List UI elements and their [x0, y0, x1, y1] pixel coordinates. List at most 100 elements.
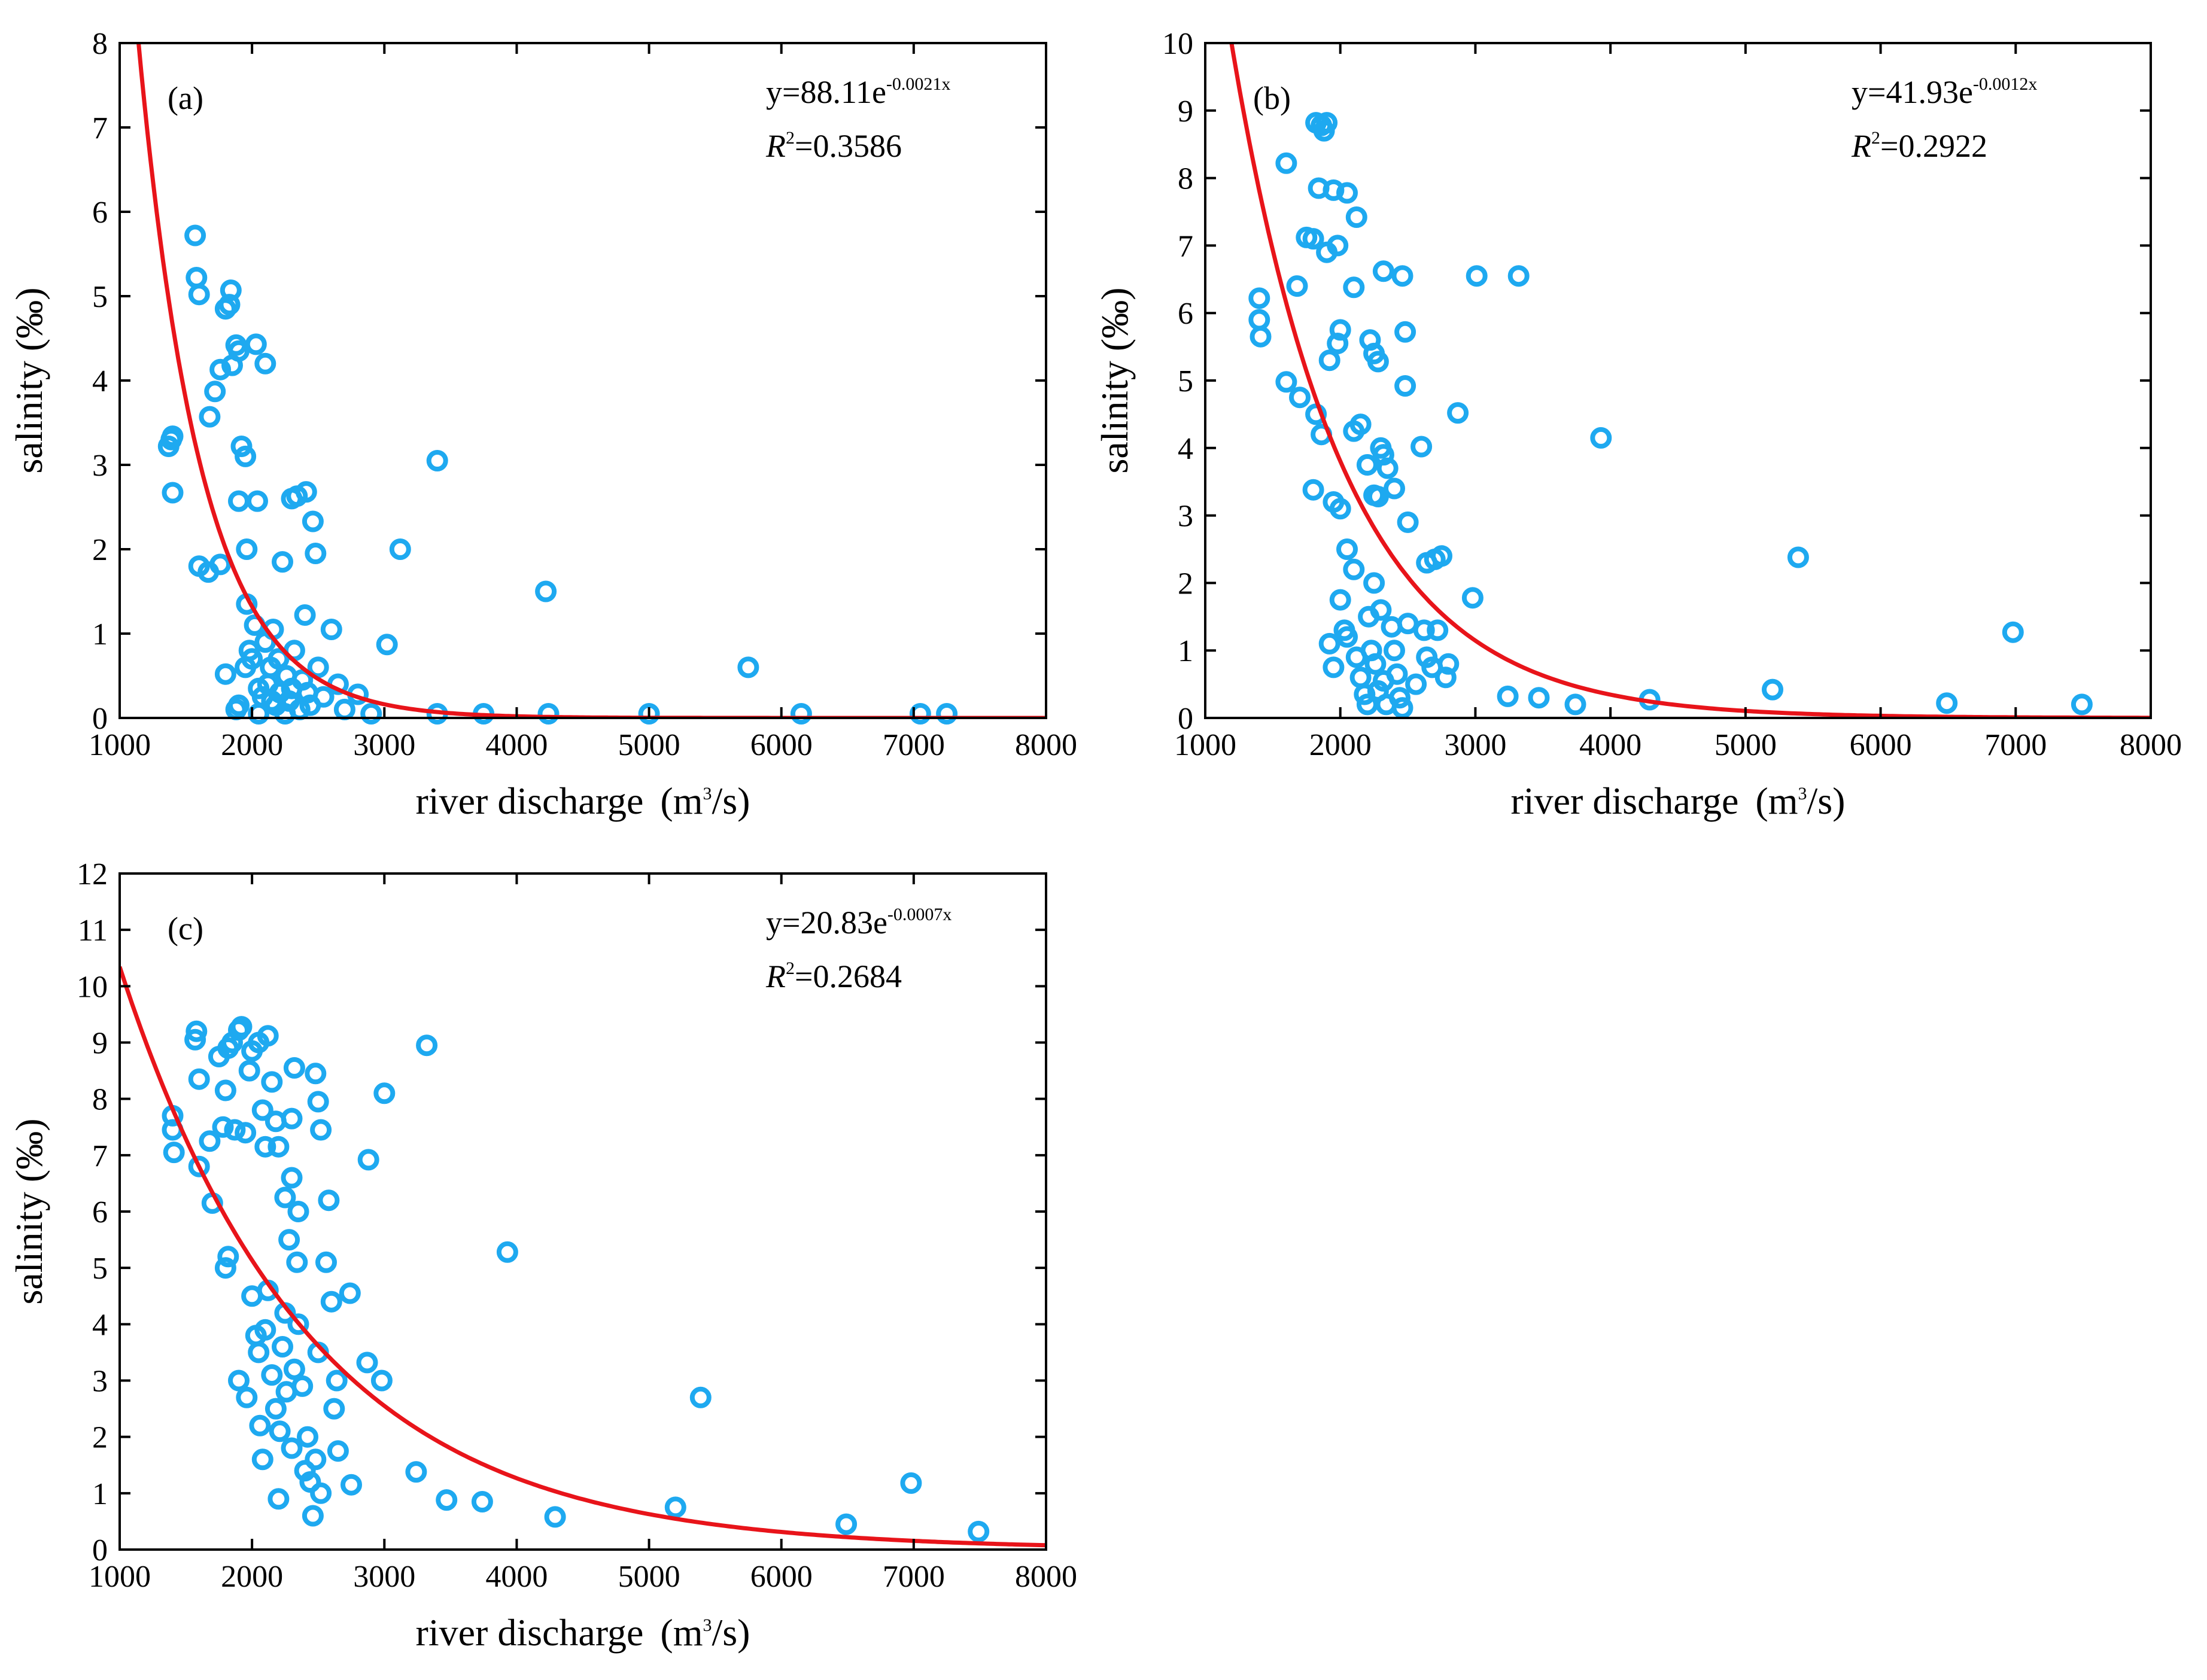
data-point — [310, 1119, 332, 1141]
y-tick-label: 4 — [92, 1308, 108, 1342]
data-point — [737, 656, 759, 678]
data-point — [236, 538, 258, 560]
r-value-a: =0.3586 — [795, 128, 902, 164]
data-point — [254, 1319, 276, 1341]
y-tick-label: 1 — [92, 617, 108, 652]
r-squared-c: R2=0.2684 — [765, 958, 902, 994]
data-point — [389, 538, 411, 560]
data-point — [305, 1448, 327, 1471]
x-axis-label-text-c: river discharge — [416, 1611, 644, 1654]
data-point — [1302, 479, 1324, 501]
data-point — [281, 1437, 303, 1459]
data-point — [297, 1426, 318, 1448]
data-point — [310, 1482, 332, 1504]
x-unit-close-c: ) — [737, 1611, 750, 1654]
x-tick-label: 5000 — [1714, 728, 1777, 762]
panel-b: 1000 2000 3000 4000 5000 6000 7000 8000 0 1 2 3 4 5 6 7… — [1093, 27, 2182, 822]
data-point — [327, 1440, 349, 1462]
data-point — [1275, 152, 1297, 174]
data-point — [220, 279, 242, 302]
data-point — [1329, 589, 1351, 611]
data-point — [360, 703, 382, 725]
data-point — [228, 1369, 250, 1392]
data-point — [245, 333, 267, 355]
data-point — [272, 551, 293, 573]
data-point — [254, 1136, 276, 1158]
x-unit-close-b: ) — [1832, 780, 1845, 822]
panel-c: 1000 2000 3000 4000 5000 6000 7000 800001234567… — [8, 857, 1077, 1654]
data-point — [267, 1488, 290, 1510]
data-point — [251, 1099, 273, 1121]
data-point — [184, 1028, 206, 1051]
data-point — [261, 1071, 283, 1093]
data-point — [436, 1489, 458, 1511]
y-tick-label: 3 — [92, 1365, 108, 1399]
data-point — [900, 1472, 922, 1494]
data-point — [1364, 653, 1387, 675]
data-point — [224, 1119, 246, 1141]
data-point — [199, 406, 221, 428]
y-tick-label: 3 — [1178, 500, 1193, 534]
data-point — [247, 490, 268, 512]
y-tick-label: 4 — [1178, 432, 1193, 466]
data-point — [1367, 351, 1389, 373]
x-tick-label: 6000 — [750, 1560, 813, 1594]
x-unit-tail-a: /s — [712, 780, 737, 822]
data-point — [287, 1201, 309, 1222]
panel-a: 1000 2000 3000 4000 5000 6000 7000 8000 0 1 2 3 4 5 6 7… — [8, 27, 1077, 822]
x-tick-label: 7000 — [883, 1560, 945, 1594]
data-point — [1386, 663, 1408, 685]
x-unit-sup-b: 3 — [1798, 784, 1807, 804]
data-point — [835, 1513, 858, 1535]
data-point — [214, 1079, 236, 1101]
y-tick-label: 3 — [92, 449, 108, 483]
data-point — [312, 686, 335, 708]
data-point — [251, 1448, 273, 1471]
data-point — [287, 1313, 309, 1335]
data-point — [1250, 325, 1272, 348]
x-unit-open-b: ( — [1755, 780, 1768, 822]
data-point — [209, 553, 232, 576]
data-point — [1405, 673, 1427, 695]
data-point — [1343, 558, 1365, 580]
equation-prefix-b: y=41.93e — [1852, 74, 1973, 110]
x-tick-label: 4000 — [485, 728, 548, 762]
data-point — [1376, 457, 1399, 479]
data-point — [1323, 179, 1345, 201]
r-sup-b: 2 — [1871, 128, 1880, 148]
data-point — [283, 1358, 305, 1380]
data-point — [281, 677, 303, 699]
y-tick-label: 8 — [1178, 162, 1193, 196]
data-point — [1384, 477, 1405, 500]
data-point — [163, 1142, 185, 1164]
data-point — [1327, 235, 1349, 257]
data-point — [1389, 687, 1410, 709]
data-point — [186, 1020, 208, 1042]
data-point — [1359, 329, 1381, 351]
data-point — [1336, 182, 1358, 204]
data-point — [209, 358, 232, 381]
data-point — [1349, 413, 1372, 436]
x-tick-label: 2000 — [221, 728, 283, 762]
equation-exponent-c: -0.0007x — [887, 905, 952, 924]
x-unit-sup-c: 3 — [703, 1615, 712, 1635]
data-point — [1394, 375, 1416, 397]
x-unit-open-c: ( — [660, 1611, 673, 1654]
y-tick-label: 5 — [1178, 364, 1193, 398]
y-tick-label: 7 — [92, 111, 108, 145]
y-tick-label: 0 — [92, 702, 108, 736]
data-point — [1336, 538, 1358, 560]
x-axis-label-text-a: river discharge — [416, 780, 644, 822]
y-tick-label: 10 — [1162, 27, 1193, 61]
data-point — [1305, 403, 1327, 425]
equation-exponent-b: -0.0012x — [1973, 74, 2038, 94]
y-tick-label: 7 — [1178, 229, 1193, 263]
data-point — [228, 340, 250, 362]
y-tick-label: 5 — [92, 280, 108, 314]
data-point — [236, 1386, 258, 1408]
equation-exponent-a: -0.0021x — [886, 74, 951, 94]
data-point — [537, 703, 560, 725]
x-unit-open-a: ( — [660, 780, 673, 822]
data-point — [1343, 276, 1365, 299]
